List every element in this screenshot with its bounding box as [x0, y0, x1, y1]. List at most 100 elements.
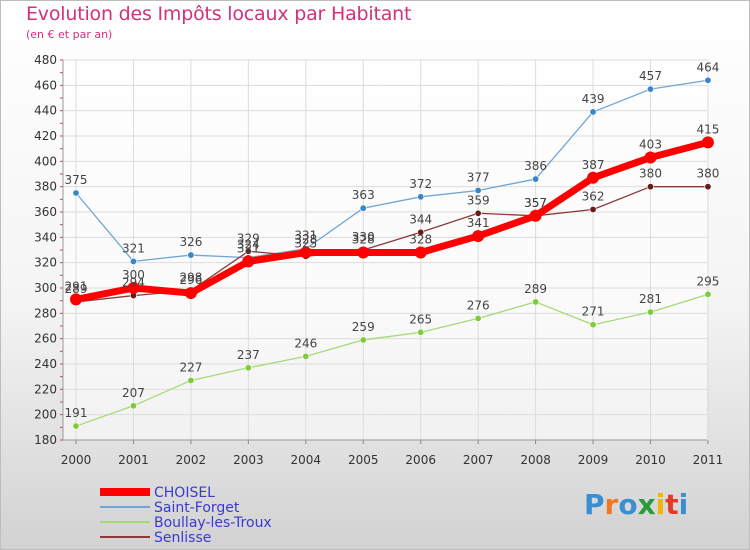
- y-tick-label: 200: [34, 408, 57, 422]
- x-tick-label: 2008: [520, 453, 551, 467]
- logo-letter: r: [604, 488, 619, 521]
- x-tick-label: 2007: [463, 453, 494, 467]
- data-point: [127, 282, 140, 294]
- data-label: 295: [696, 274, 719, 288]
- legend-label: Saint-Forget: [154, 500, 240, 516]
- data-point: [242, 255, 255, 268]
- series-line: [72, 138, 712, 303]
- x-tick-label: 2005: [348, 453, 379, 467]
- data-point: [701, 136, 714, 149]
- y-tick-label: 480: [34, 53, 57, 67]
- data-label: 464: [696, 60, 719, 74]
- proxiti-logo: Proxiti: [584, 488, 688, 521]
- data-point: [589, 108, 597, 116]
- data-label: 380: [639, 167, 662, 181]
- y-tick-label: 380: [34, 180, 57, 194]
- data-label: 289: [524, 282, 547, 296]
- data-point: [414, 246, 427, 259]
- data-point: [589, 321, 597, 329]
- data-label: 330: [352, 230, 375, 244]
- data-label: 321: [237, 241, 260, 255]
- series-lines: [70, 76, 714, 430]
- data-label: 363: [352, 188, 375, 202]
- data-label: 328: [294, 233, 317, 247]
- y-tick-label: 180: [34, 433, 57, 447]
- data-label: 271: [582, 305, 605, 319]
- data-point: [129, 402, 137, 410]
- logo-letter: i: [678, 488, 689, 521]
- y-tick-label: 360: [34, 205, 57, 219]
- data-point: [417, 193, 425, 201]
- data-label: 289: [65, 282, 88, 296]
- y-tick-label: 440: [34, 104, 57, 118]
- y-tick-label: 220: [34, 382, 57, 396]
- data-label: 246: [294, 336, 317, 350]
- data-label: 300: [122, 268, 145, 282]
- series-choisel: [70, 136, 714, 306]
- data-label: 344: [409, 212, 432, 226]
- data-point: [187, 251, 195, 259]
- data-point: [299, 246, 312, 259]
- data-point: [587, 171, 600, 184]
- data-label: 281: [639, 292, 662, 306]
- data-point: [646, 308, 654, 316]
- y-tick-label: 240: [34, 357, 57, 371]
- data-point: [474, 186, 482, 194]
- data-point: [72, 422, 80, 430]
- data-point: [302, 352, 310, 360]
- x-tick-label: 2004: [291, 453, 322, 467]
- data-point: [244, 364, 252, 372]
- logo-letter: i: [655, 488, 666, 521]
- data-label: 237: [237, 348, 260, 362]
- data-point: [646, 85, 654, 93]
- x-tick-label: 2006: [405, 453, 436, 467]
- data-point: [704, 290, 712, 298]
- data-label: 341: [467, 216, 490, 230]
- y-tick-label: 300: [34, 281, 57, 295]
- data-label: 265: [409, 312, 432, 326]
- logo-letter: P: [584, 488, 605, 521]
- chart-subtitle: (en € et par an): [26, 28, 113, 41]
- data-label: 386: [524, 159, 547, 173]
- data-point: [644, 151, 657, 164]
- data-point: [532, 175, 540, 183]
- y-tick-label: 320: [34, 256, 57, 270]
- data-label: 415: [696, 122, 719, 136]
- x-tick-label: 2009: [578, 453, 609, 467]
- legend: CHOISELSaint-ForgetBoullay-les-TrouxSenl…: [100, 485, 272, 546]
- data-label: 359: [467, 193, 490, 207]
- data-label: 325: [294, 236, 317, 250]
- data-label: 227: [179, 360, 202, 374]
- data-point: [417, 228, 425, 236]
- data-point: [244, 247, 252, 255]
- y-tick-label: 340: [34, 230, 57, 244]
- data-point: [417, 328, 425, 336]
- data-label: 357: [524, 196, 547, 210]
- x-tick-label: 2000: [61, 453, 92, 467]
- logo-letter: t: [665, 488, 679, 521]
- data-label: 298: [179, 271, 202, 285]
- data-label: 296: [179, 273, 202, 287]
- y-tick-label: 420: [34, 129, 57, 143]
- data-labels: 291 300 296 321 328 328 328 341 357 387 403 415 375 3…: [65, 60, 720, 420]
- data-point: [529, 209, 542, 222]
- logo-letter: o: [618, 488, 638, 521]
- data-point: [359, 204, 367, 212]
- data-label: 387: [582, 158, 605, 172]
- series-line: [75, 293, 709, 427]
- data-label: 259: [352, 320, 375, 334]
- data-label: 324: [237, 238, 260, 252]
- data-point: [359, 336, 367, 344]
- x-tick-label: 2001: [118, 453, 149, 467]
- y-tick-label: 400: [34, 154, 57, 168]
- y-tick-label: 260: [34, 332, 57, 346]
- data-point: [704, 183, 712, 191]
- data-point: [184, 287, 197, 300]
- legend-label: Boullay-les-Troux: [154, 515, 272, 531]
- x-tick-label: 2011: [693, 453, 724, 467]
- data-label: 439: [582, 92, 605, 106]
- chart-title: Evolution des Impôts locaux par Habitant: [26, 3, 412, 25]
- data-label: 457: [639, 69, 662, 83]
- data-label: 377: [467, 170, 490, 184]
- data-label: 291: [65, 279, 88, 293]
